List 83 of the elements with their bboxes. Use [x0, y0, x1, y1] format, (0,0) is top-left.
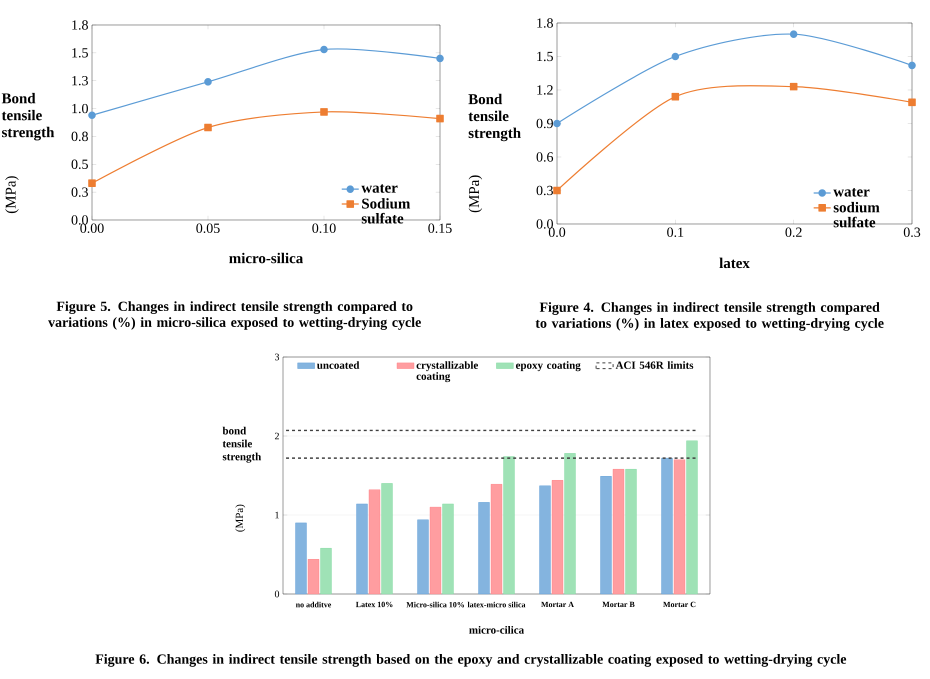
x-tick-label: 0.2	[785, 228, 802, 237]
y-tick-label: 2	[274, 432, 279, 440]
text: (MPa)	[468, 175, 482, 212]
y-axis-title: Bond tensile strength	[468, 94, 521, 142]
legend-label: crystallizable coating	[416, 361, 478, 382]
x-tick-label: 0.00	[80, 224, 104, 233]
text: (MPa)	[5, 176, 19, 214]
y-tick-label: 1.0	[72, 104, 88, 114]
point	[672, 92, 680, 100]
bar	[442, 504, 454, 594]
y-tick-label: 0.3	[536, 186, 553, 196]
legend-label: water	[833, 188, 870, 197]
point	[553, 186, 561, 194]
bar	[564, 453, 576, 594]
y-tick-label: 0.8	[72, 132, 88, 142]
legend-label: epoxy coating	[516, 361, 581, 372]
bar	[503, 456, 515, 594]
y-tick-label: 0.9	[536, 118, 553, 128]
x-tick-label: 0.1	[667, 228, 684, 237]
bar	[295, 522, 307, 594]
bar	[490, 484, 502, 594]
point	[672, 52, 680, 60]
y-tick-label: 1	[275, 512, 279, 518]
y-tick-label: 0.0	[72, 215, 88, 225]
y-tick-label: 0	[274, 590, 280, 598]
bar	[381, 483, 393, 594]
x-axis-title: micro-cilica	[469, 626, 524, 634]
legend-label: water	[361, 184, 398, 193]
bar	[320, 548, 332, 594]
legend-label: sodium sulfate	[834, 202, 880, 228]
text: (MPa)	[235, 504, 246, 532]
point	[908, 98, 916, 106]
caption: Figure 6. Changes in indirect tensile strength based on the epoxy and crystallizable coating exposed to wetting-drying cycle	[96, 654, 846, 667]
point	[88, 179, 96, 188]
point	[436, 114, 444, 122]
y-tick-label: 3	[274, 354, 280, 360]
x-tick-label: 0.0	[548, 228, 566, 237]
y-tick-label: 0.6	[536, 152, 554, 162]
bar	[612, 468, 624, 594]
point	[908, 62, 916, 70]
bar	[686, 440, 698, 594]
bar	[430, 506, 442, 594]
y-tick-label: 1.5	[537, 52, 553, 62]
bar	[478, 502, 490, 594]
bar	[417, 520, 429, 594]
point	[88, 111, 96, 120]
bar	[368, 490, 380, 594]
bar	[661, 458, 673, 594]
bar	[356, 504, 368, 594]
bar	[600, 476, 612, 594]
bar	[552, 480, 564, 594]
point	[320, 46, 328, 54]
point	[204, 124, 212, 132]
point	[790, 30, 798, 38]
legend-label: ACI 546R limits	[616, 361, 694, 369]
y-tick-label: 0.3	[72, 187, 88, 197]
point	[790, 82, 798, 90]
point	[204, 78, 212, 86]
x-tick-label: 0.05	[196, 224, 220, 233]
y-tick-label: 1.2	[537, 85, 553, 95]
legend-label: uncoated	[316, 361, 360, 369]
y-tick-label: 1.3	[72, 76, 88, 86]
bar	[674, 460, 686, 594]
caption: Figure 4. Changes in indirect tensile strength compared to variations (%) in latex exposed to wetting-drying cycle	[536, 302, 884, 331]
x-tick-label: 0.3	[904, 228, 920, 237]
legend-label: Sodium sulfate	[362, 198, 410, 224]
bar	[308, 559, 320, 594]
x-axis-title: latex	[719, 258, 750, 268]
bar	[539, 486, 551, 594]
y-tick-label: 1.8	[72, 20, 88, 30]
y-tick-label: 1.5	[72, 48, 88, 58]
x-axis-title: micro-silica	[229, 252, 304, 264]
x-tick-label: 0.15	[428, 224, 452, 233]
point	[436, 54, 444, 62]
point	[320, 108, 328, 116]
y-axis-title: Bond tensile strength	[2, 92, 54, 140]
y-tick-label: 0.5	[72, 160, 88, 170]
y-axis-title: bond tensile strength	[222, 426, 262, 463]
caption: Figure 5. Changes in indirect tensile strength compared to variations (%) in micro-silica exposed to wetting-drying cycle	[48, 301, 421, 330]
y-tick-label: 1.8	[537, 18, 553, 28]
bar	[625, 468, 637, 594]
point	[553, 120, 561, 128]
x-tick-label: 0.10	[312, 224, 336, 233]
